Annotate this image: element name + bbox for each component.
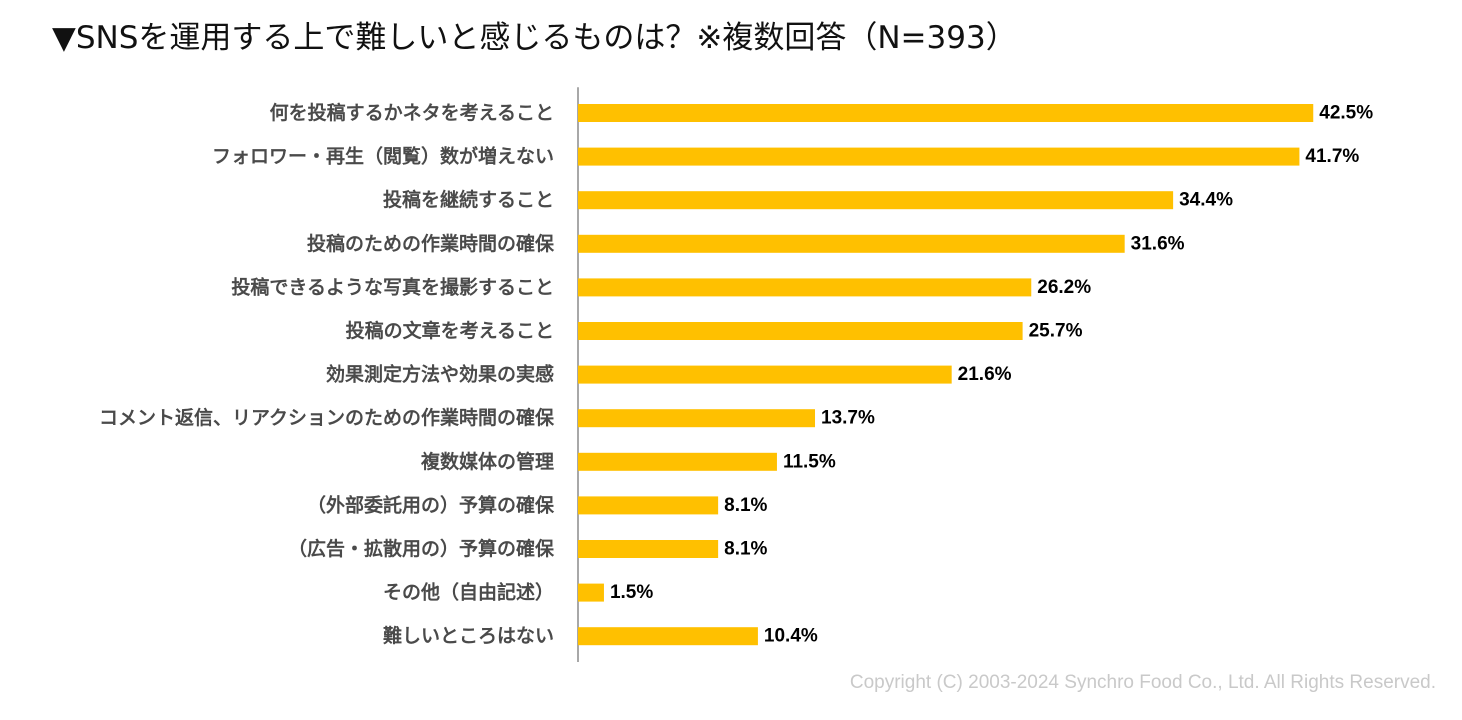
copyright-notice: Copyright (C) 2003-2024 Synchro Food Co.… bbox=[849, 672, 1436, 693]
category-label: 効果測定方法や効果の実感 bbox=[326, 363, 554, 386]
category-label: （広告・拡散用の）予算の確保 bbox=[288, 537, 555, 560]
category-label: 複数媒体の管理 bbox=[420, 450, 554, 473]
value-label: 8.1% bbox=[724, 495, 767, 516]
bar bbox=[578, 104, 1314, 122]
value-label: 31.6% bbox=[1131, 233, 1185, 254]
bar bbox=[578, 452, 777, 471]
category-label: 投稿の文章を考えること bbox=[346, 319, 554, 342]
category-label: 何を投稿するかネタを考えること bbox=[270, 101, 554, 124]
value-label: 8.1% bbox=[724, 539, 767, 560]
chart-title: ▼SNSを運用する上で難しいと感じるものは？※複数回答（N=393） bbox=[52, 20, 1017, 56]
category-label: 投稿を継続すること bbox=[383, 188, 554, 211]
bar bbox=[578, 409, 816, 428]
category-label: 投稿できるような写真を撮影すること bbox=[231, 275, 554, 298]
value-label: 13.7% bbox=[821, 408, 875, 429]
value-label: 11.5% bbox=[783, 451, 836, 472]
bar bbox=[578, 322, 1023, 340]
value-label: 26.2% bbox=[1037, 277, 1091, 298]
bar bbox=[578, 191, 1174, 210]
category-label: 難しいところはない bbox=[383, 624, 554, 647]
bar bbox=[578, 583, 604, 602]
category-label: （外部委託用の）予算の確保 bbox=[307, 493, 555, 516]
bar bbox=[578, 627, 758, 646]
value-label: 34.4% bbox=[1179, 190, 1233, 211]
value-label: 42.5% bbox=[1319, 103, 1373, 124]
bar bbox=[578, 496, 719, 515]
category-label: コメント返信、リアクションのための作業時間の確保 bbox=[99, 406, 555, 429]
category-label: 投稿のための作業時間の確保 bbox=[307, 232, 555, 255]
value-label: 41.7% bbox=[1305, 146, 1359, 167]
bar bbox=[578, 278, 1032, 297]
category-label: フォロワー・再生（閲覧）数が増えない bbox=[212, 145, 554, 168]
bar bbox=[578, 234, 1125, 253]
bar bbox=[578, 147, 1300, 166]
bar bbox=[578, 540, 719, 558]
value-label: 1.5% bbox=[610, 582, 653, 603]
category-label: その他（自由記述） bbox=[383, 581, 554, 604]
value-label: 25.7% bbox=[1029, 321, 1083, 342]
bar bbox=[578, 365, 952, 384]
value-label: 10.4% bbox=[764, 626, 818, 647]
value-label: 21.6% bbox=[958, 364, 1012, 385]
